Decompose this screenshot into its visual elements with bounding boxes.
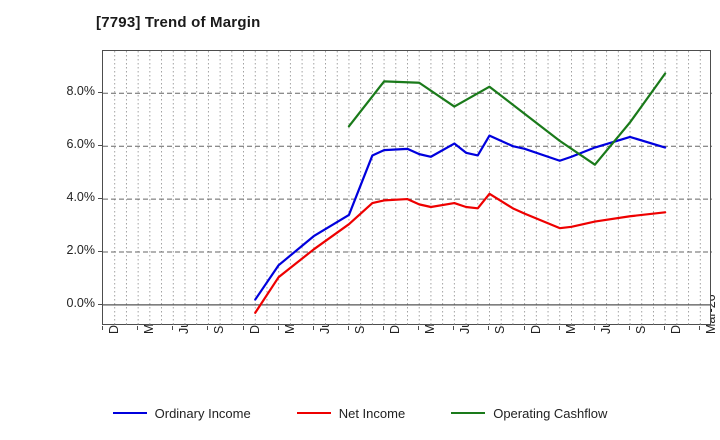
x-tick-mark — [629, 326, 631, 330]
x-tick-mark — [242, 326, 244, 330]
y-tick-mark — [98, 250, 102, 252]
x-tick-mark — [207, 326, 209, 330]
legend-line-swatch — [451, 412, 486, 414]
x-tick-mark — [453, 326, 455, 330]
legend-item-operating-cashflow[interactable]: Operating Cashflow — [451, 406, 607, 421]
legend-line-swatch — [296, 412, 331, 414]
x-tick-mark — [277, 326, 279, 330]
series-line-net-income — [254, 192, 667, 314]
y-tick-mark — [98, 92, 102, 94]
y-tick-label: 4.0% — [66, 190, 96, 205]
x-tick-mark — [383, 326, 385, 330]
chart-title: [7793] Trend of Margin — [96, 14, 261, 31]
legend-label: Operating Cashflow — [493, 405, 608, 421]
y-tick-mark — [98, 198, 102, 200]
plot-svg — [103, 51, 712, 326]
y-tick-label: 8.0% — [66, 84, 96, 99]
x-tick-mark — [102, 326, 103, 330]
x-tick-mark — [312, 326, 314, 330]
plot-area — [102, 50, 712, 326]
x-tick-mark — [593, 326, 595, 330]
legend-label: Ordinary Income — [154, 405, 251, 421]
y-tick-label: 0.0% — [66, 295, 96, 310]
series-lines — [254, 72, 667, 314]
minor-vertical-gridlines — [114, 51, 701, 326]
chart-legend: Ordinary Income Net Income Operating Cashf… — [0, 402, 720, 424]
x-tick-mark — [664, 326, 666, 330]
x-tick-mark — [347, 326, 349, 330]
x-tick-mark — [699, 326, 701, 330]
y-tick-mark — [98, 303, 102, 305]
legend-item-net-income[interactable]: Net Income — [296, 405, 406, 421]
legend-label: Net Income — [338, 405, 406, 421]
y-tick-label: 2.0% — [66, 242, 96, 257]
x-tick-mark — [523, 326, 525, 330]
x-tick-mark — [172, 326, 174, 330]
series-line-operating-cashflow — [347, 72, 667, 166]
legend-item-ordinary-income[interactable]: Ordinary Income — [112, 405, 251, 421]
legend-line-swatch — [112, 412, 147, 414]
series-line-ordinary-income — [254, 134, 667, 301]
x-tick-mark — [488, 326, 490, 330]
y-tick-label: 6.0% — [66, 137, 96, 152]
y-tick-mark — [98, 145, 102, 147]
x-tick-mark — [558, 326, 560, 330]
x-tick-mark — [418, 326, 420, 330]
x-tick-mark — [137, 326, 139, 330]
